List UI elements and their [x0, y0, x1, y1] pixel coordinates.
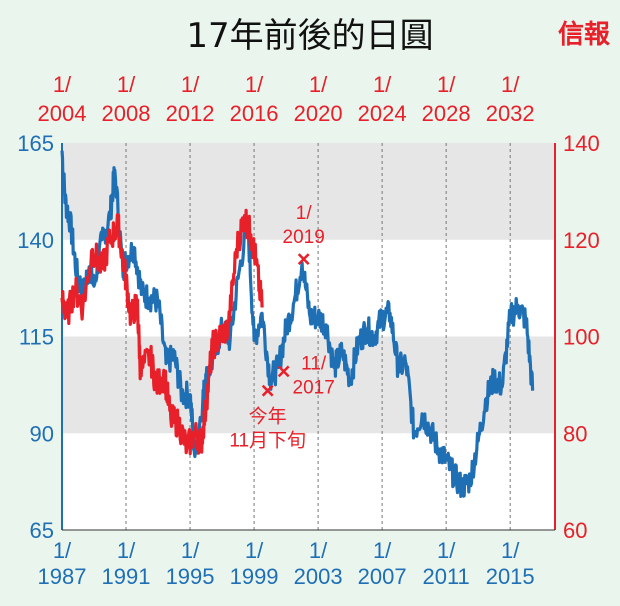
- bottom-tick-label: 1999: [230, 564, 279, 589]
- right-tick-label: 80: [563, 421, 587, 446]
- grid-band: [62, 143, 555, 240]
- top-tick-label: 1/: [181, 72, 200, 97]
- chart-title: 17年前後的日圓: [186, 16, 434, 56]
- bottom-tick-label: 1/: [53, 538, 72, 563]
- top-tick-label: 1/: [117, 72, 136, 97]
- right-tick-label: 60: [563, 518, 587, 543]
- annotation-label: 11月下旬: [229, 430, 306, 452]
- top-tick-label: 2028: [422, 101, 471, 126]
- annotation-label: 2017: [293, 377, 335, 398]
- left-tick-label: 90: [30, 421, 54, 446]
- top-tick-label: 2004: [38, 101, 87, 126]
- annotation-label: 11/: [301, 353, 327, 374]
- bottom-tick-label: 2003: [294, 564, 343, 589]
- series-red-line: [60, 208, 264, 456]
- bottom-tick-label: 1/: [181, 538, 200, 563]
- left-tick-label: 115: [19, 325, 54, 350]
- hkej-logo: 信報: [557, 20, 610, 50]
- top-tick-label: 2020: [294, 101, 343, 126]
- left-tick-label: 65: [30, 518, 54, 543]
- bottom-tick-label: 2015: [486, 564, 535, 589]
- top-tick-label: 1/: [437, 72, 456, 97]
- bottom-tick-label: 2007: [358, 564, 407, 589]
- top-tick-label: 2016: [230, 101, 279, 126]
- top-tick-label: 1/: [501, 72, 520, 97]
- annotation-label: 2019: [283, 227, 325, 248]
- annotation-marker-x: [297, 253, 310, 265]
- top-tick-label: 2012: [166, 101, 215, 126]
- left-tick-label: 140: [17, 228, 54, 253]
- annotation-label: 今年: [249, 406, 287, 428]
- top-tick-label: 1/: [373, 72, 392, 97]
- top-tick-label: 2024: [358, 101, 407, 126]
- right-tick-label: 140: [563, 131, 600, 156]
- right-tick-label: 120: [563, 228, 600, 253]
- annotation-marker-x: [277, 365, 290, 378]
- top-tick-label: 1/: [53, 72, 72, 97]
- bottom-tick-label: 1/: [309, 538, 328, 563]
- top-tick-label: 1/: [245, 72, 264, 97]
- bottom-tick-label: 1/: [437, 538, 456, 563]
- bottom-tick-label: 1/: [501, 538, 520, 563]
- annotation-label: 1/: [296, 203, 313, 224]
- bottom-tick-label: 2011: [422, 564, 469, 589]
- left-tick-label: 165: [17, 131, 54, 156]
- bottom-tick-label: 1987: [38, 564, 87, 589]
- bottom-tick-label: 1991: [102, 564, 151, 589]
- top-tick-label: 2032: [486, 101, 535, 126]
- bottom-tick-label: 1/: [373, 538, 392, 563]
- top-tick-label: 2008: [102, 101, 151, 126]
- top-tick-label: 1/: [309, 72, 328, 97]
- right-tick-label: 100: [563, 325, 600, 350]
- annotation-marker-x: [261, 384, 274, 397]
- bottom-tick-label: 1/: [245, 538, 264, 563]
- bottom-tick-label: 1995: [166, 564, 215, 589]
- bottom-tick-label: 1/: [117, 538, 136, 563]
